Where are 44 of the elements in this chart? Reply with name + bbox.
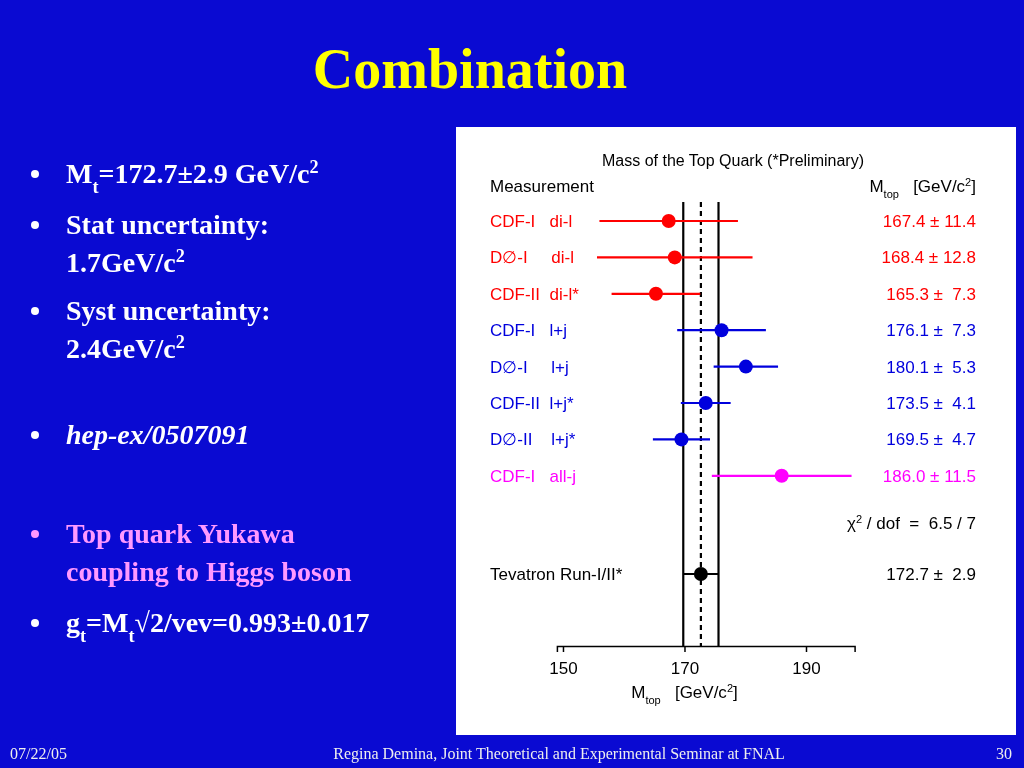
x-tick-label: 170	[670, 659, 700, 679]
point	[667, 250, 682, 265]
chart-title: Combination	[312, 38, 628, 100]
y-tick-label: Tevatron Run-I/II*	[490, 565, 623, 584]
data-label: 168.4 ± 12.8	[881, 248, 976, 268]
text: M$_{top}$ [GeV/c$^{2}$]	[869, 176, 976, 200]
data-label: 173.5 ± 4.1	[886, 394, 976, 413]
y-tick-label: D∅-I l+j	[490, 357, 569, 377]
data-label: 180.1 ± 5.3	[886, 357, 976, 377]
text: hep-ex/0507091	[66, 419, 250, 450]
y-tick-label: CDF-I di-l	[490, 212, 573, 231]
text: Stat uncertainty: 1.7GeV/c$^{2}$	[66, 209, 269, 278]
y-tick-label: D∅-I di-l	[490, 248, 574, 268]
y-tick-label: D∅-II l+j*	[490, 430, 576, 450]
x-tick-label: 150	[549, 659, 578, 679]
y-tick-label: CDF-I l+j	[490, 321, 567, 341]
point	[674, 432, 689, 447]
text: 07/22/05	[10, 745, 67, 762]
data-label: 186.0 ± 11.5	[882, 466, 976, 486]
text: M$_{top}$ [GeV/c$^{2}$]	[631, 682, 738, 706]
point	[698, 396, 713, 410]
data-label: 169.5 ± 4.7	[886, 430, 976, 450]
text: Syst uncertainty: 2.4GeV/c$^{2}$	[66, 295, 271, 364]
point	[661, 214, 676, 228]
point	[648, 286, 663, 301]
point	[738, 359, 753, 374]
text: Measurement	[490, 177, 595, 196]
y-tick-label: CDF-I all-j	[490, 466, 576, 486]
point	[714, 323, 729, 338]
y-tick-label: CDF-II di-l*	[490, 284, 580, 304]
chart-subtitle: Mass of the Top Quark (*Preliminary)	[601, 152, 865, 169]
data-label: 176.1 ± 7.3	[886, 321, 976, 341]
data-label: 165.3 ± 7.3	[886, 284, 976, 304]
y-tick-label: CDF-II l+j*	[490, 394, 574, 413]
data-label: 167.4 ± 11.4	[882, 212, 976, 231]
text: Regina Demina, Joint Theoretical and Experimental Seminar at FNAL	[333, 745, 785, 763]
text: Top quark Yukawa coupling to Higgs boson	[66, 518, 352, 587]
data-label: 172.7 ± 2.9	[886, 565, 976, 584]
point	[774, 468, 789, 483]
text: g$_{t}$=M$_{t}$√2/vev=0.993±0.017	[66, 607, 370, 646]
text: 30	[996, 745, 1012, 762]
annotation: χ$^{2}$ / dof = 6.5 / 7	[847, 513, 976, 533]
x-tick-label: 190	[792, 659, 821, 679]
text: M$_{t}$=172.7±2.9 GeV/c$^{2}$	[66, 157, 319, 197]
